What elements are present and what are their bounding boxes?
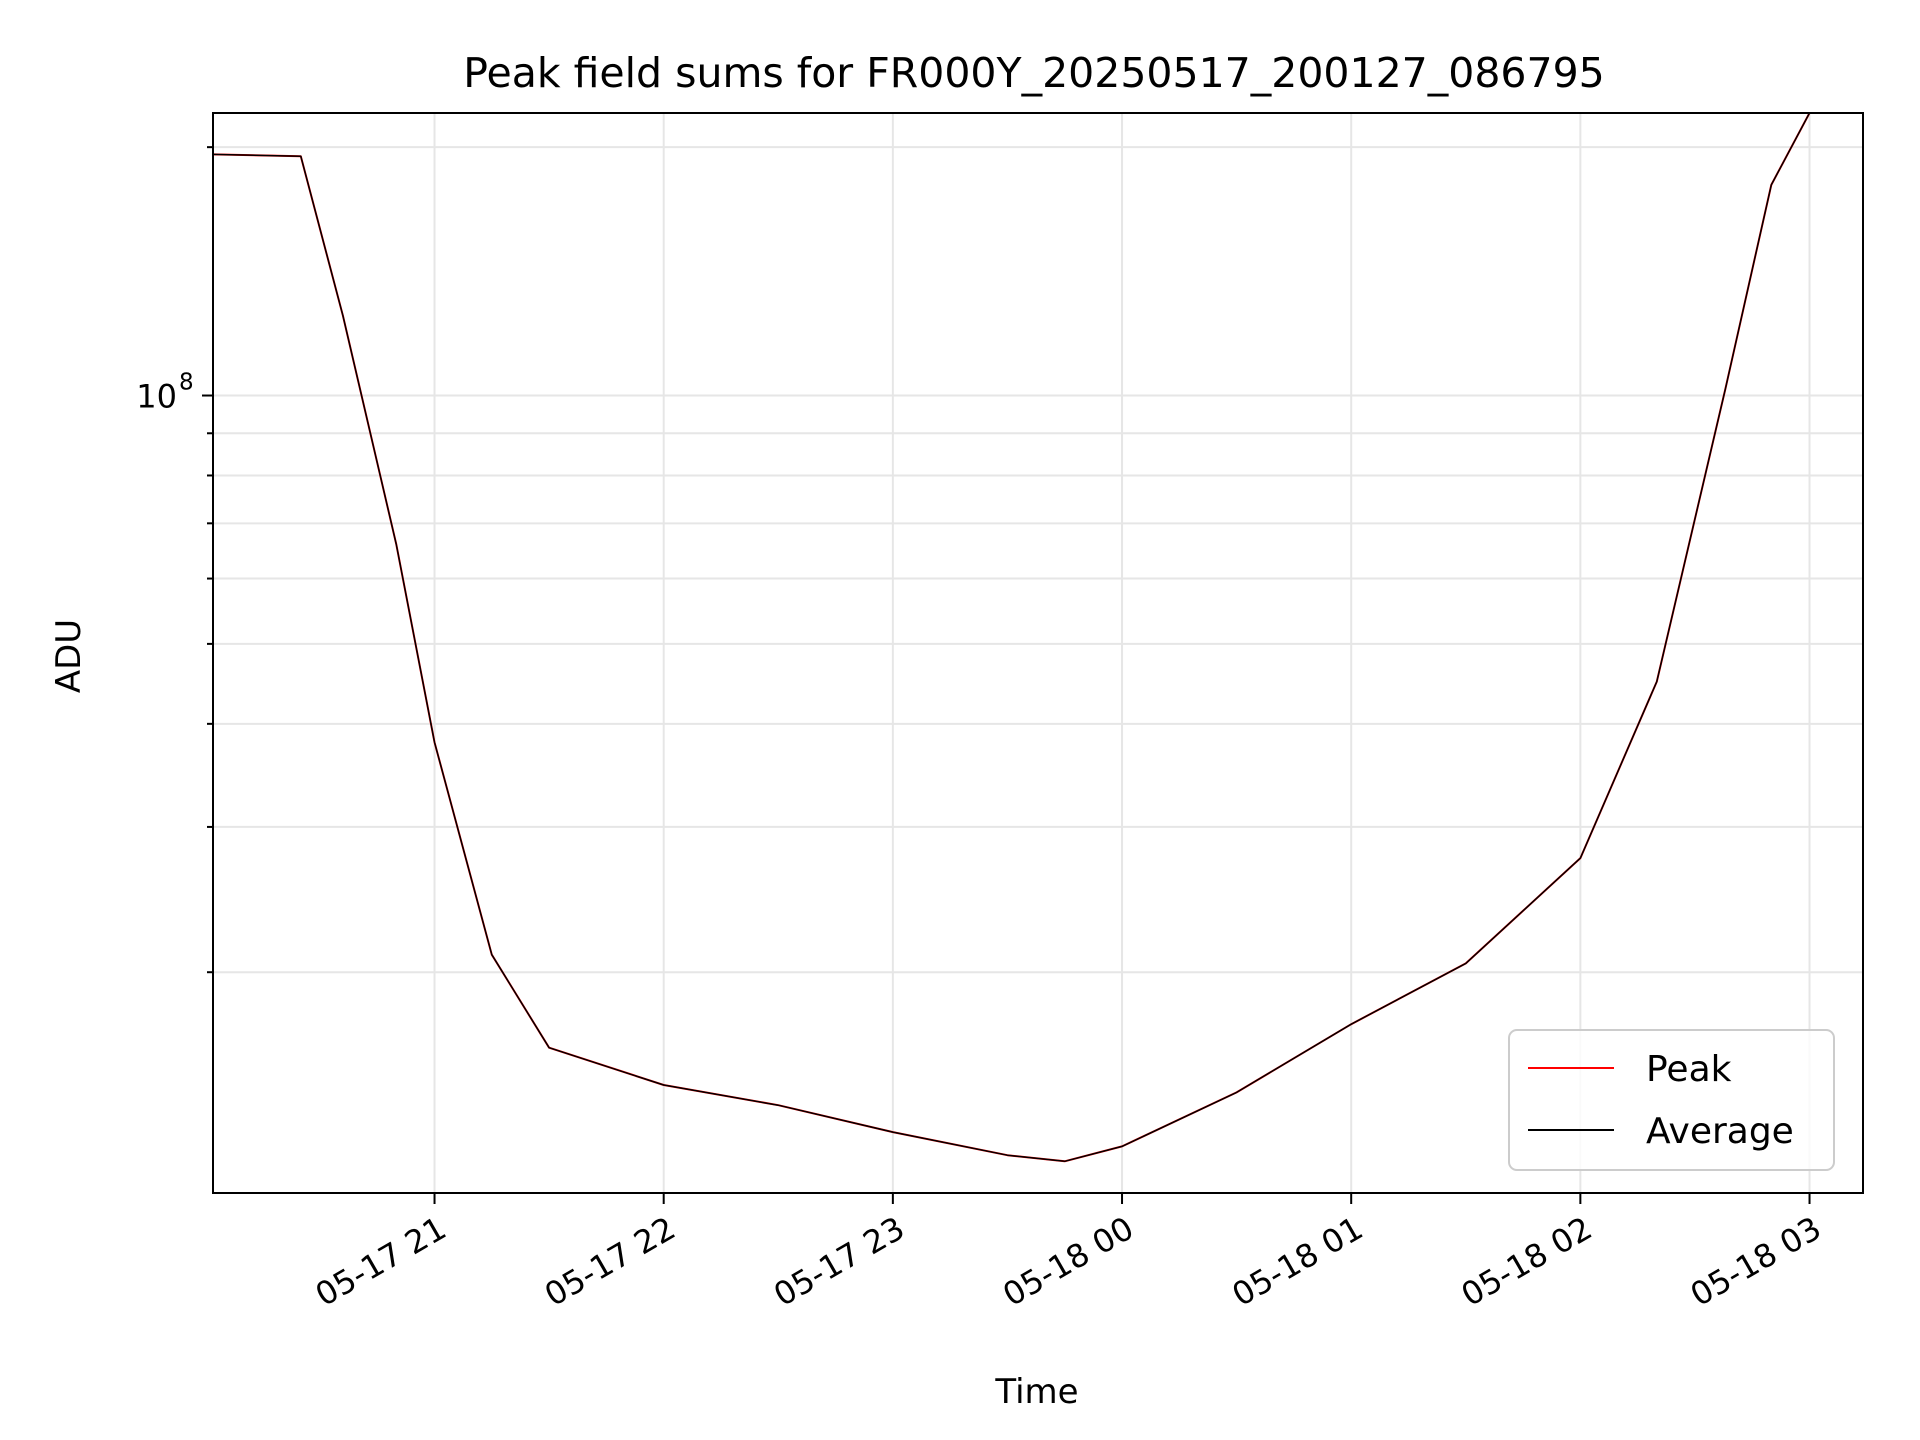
grid [213, 113, 1863, 1193]
plot-lines [212, 112, 1811, 1163]
legend: Peak Average [1508, 1029, 1835, 1171]
y-tick-label: 10 [136, 378, 177, 416]
x-axis-label: Time [994, 1372, 1078, 1412]
legend-box [1508, 1029, 1835, 1171]
series-line-average [212, 112, 1811, 1163]
plot-frame [212, 112, 1864, 1194]
legend-label-average: Average [1646, 1111, 1794, 1152]
chart-title: Peak field sums for FR000Y_20250517_2001… [463, 49, 1605, 97]
y-axis-label: ADU [49, 619, 89, 693]
y-tick-exponent: 8 [179, 370, 194, 396]
legend-label-peak: Peak [1646, 1049, 1732, 1090]
